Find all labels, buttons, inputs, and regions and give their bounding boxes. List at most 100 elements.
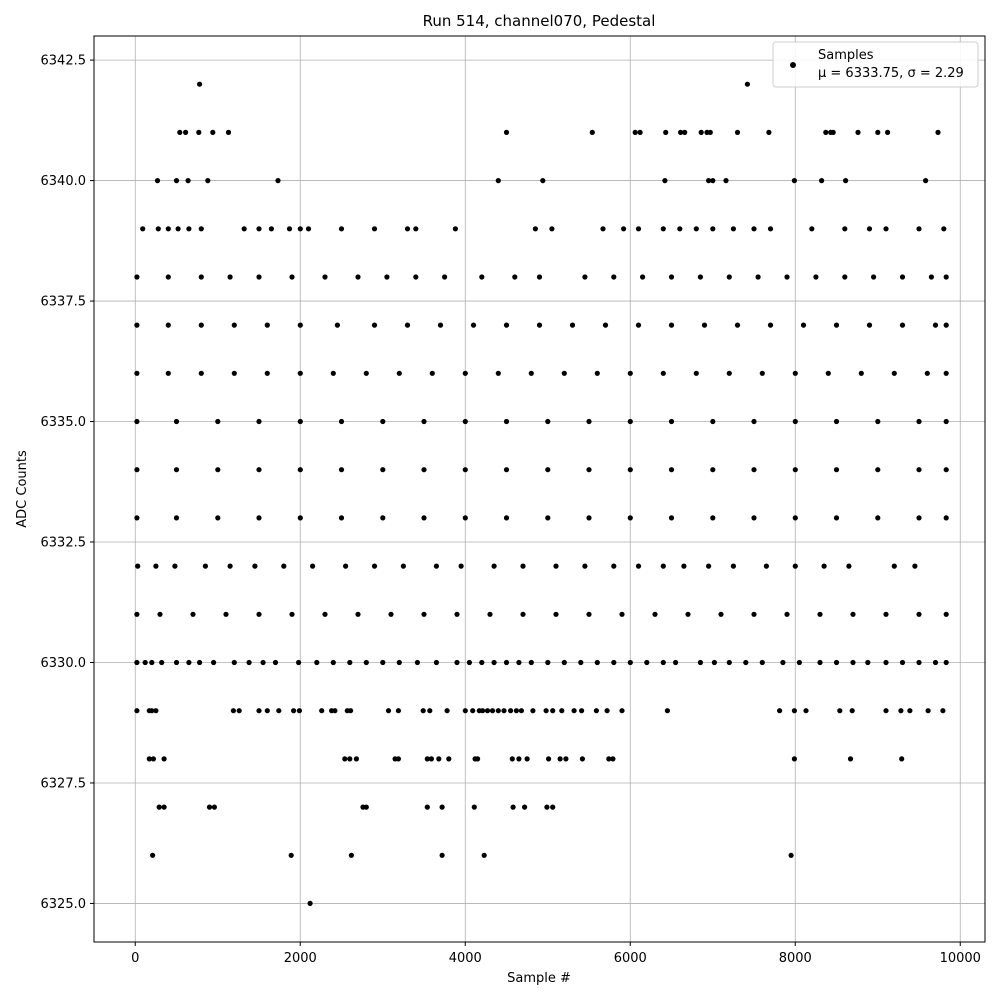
data-point <box>503 659 510 666</box>
data-point <box>940 708 946 714</box>
data-point <box>159 659 165 666</box>
data-point <box>561 659 567 666</box>
data-point <box>664 708 671 714</box>
x-tick-label: 4000 <box>449 951 482 966</box>
data-point <box>153 708 159 714</box>
data-point <box>916 418 922 425</box>
data-point <box>943 322 949 328</box>
data-point <box>726 370 732 376</box>
data-point <box>462 708 468 714</box>
data-point <box>734 322 741 328</box>
data-point <box>165 370 171 376</box>
data-point <box>297 515 303 521</box>
data-point <box>142 659 148 666</box>
data-point <box>338 418 345 425</box>
data-point <box>509 756 515 762</box>
data-point <box>697 274 704 280</box>
data-point <box>421 467 427 473</box>
y-tick-label: 6342.5 <box>41 54 87 69</box>
data-point <box>817 659 823 666</box>
y-axis-label: ADC Counts <box>15 450 30 528</box>
data-point <box>697 659 704 666</box>
data-point <box>943 515 949 521</box>
data-point <box>433 563 439 569</box>
data-point <box>503 467 510 473</box>
data-point <box>943 467 949 473</box>
data-point <box>134 611 140 617</box>
data-point <box>833 515 840 521</box>
data-point <box>698 129 704 135</box>
data-point <box>837 708 843 714</box>
data-point <box>644 659 650 666</box>
data-point <box>503 515 510 521</box>
data-point <box>707 129 713 135</box>
data-point <box>546 756 552 762</box>
data-point <box>134 322 140 328</box>
data-point <box>899 274 906 280</box>
data-point <box>681 563 687 569</box>
data-point <box>710 226 716 232</box>
grid-lines <box>94 36 985 942</box>
data-point <box>578 659 584 666</box>
data-point <box>925 708 931 714</box>
data-point <box>256 611 262 617</box>
data-point <box>186 659 192 666</box>
data-point <box>197 659 203 666</box>
data-point <box>544 804 550 810</box>
data-point <box>227 563 233 569</box>
data-point <box>899 322 906 328</box>
data-point <box>791 708 798 714</box>
data-point <box>503 322 510 328</box>
y-tick-label: 6330.0 <box>41 656 87 671</box>
data-point <box>561 370 567 376</box>
data-point <box>553 611 559 617</box>
data-point <box>296 708 302 714</box>
data-point <box>225 129 232 135</box>
data-point <box>545 515 551 521</box>
data-point <box>211 804 217 810</box>
data-point <box>380 515 386 521</box>
data-point <box>332 708 338 714</box>
data-point <box>256 274 262 280</box>
data-point <box>380 659 386 666</box>
data-point <box>530 708 536 714</box>
data-point <box>941 226 947 232</box>
data-point <box>165 226 171 232</box>
data-point <box>479 274 485 280</box>
data-point <box>619 611 625 617</box>
data-point <box>501 708 507 714</box>
data-point <box>347 659 353 666</box>
data-point <box>480 708 486 714</box>
data-point <box>211 659 217 666</box>
data-point <box>183 129 189 135</box>
data-point <box>855 129 861 135</box>
chart-title: Run 514, channel070, Pedestal <box>423 12 656 30</box>
data-point <box>371 563 378 569</box>
data-point <box>871 274 877 280</box>
data-point <box>540 178 546 184</box>
data-point <box>743 659 749 666</box>
data-point <box>135 563 141 569</box>
data-point <box>462 418 468 425</box>
data-point <box>846 563 852 569</box>
data-point <box>215 467 221 473</box>
data-point <box>297 418 303 425</box>
data-point <box>173 515 180 521</box>
data-point <box>767 226 774 232</box>
data-point <box>726 659 732 666</box>
data-point <box>619 708 625 714</box>
data-point <box>637 129 643 135</box>
data-point <box>322 274 328 280</box>
data-point <box>230 708 236 714</box>
data-point <box>916 467 922 473</box>
data-point <box>640 274 646 280</box>
data-point <box>706 563 712 569</box>
data-point <box>586 515 592 521</box>
x-axis-ticks: 0 2000 4000 6000 8000 10000 <box>131 942 981 966</box>
data-point <box>452 226 458 232</box>
data-point <box>784 274 790 280</box>
data-point <box>433 659 439 666</box>
data-point <box>610 756 616 762</box>
data-point <box>522 804 528 810</box>
data-point <box>414 659 420 666</box>
